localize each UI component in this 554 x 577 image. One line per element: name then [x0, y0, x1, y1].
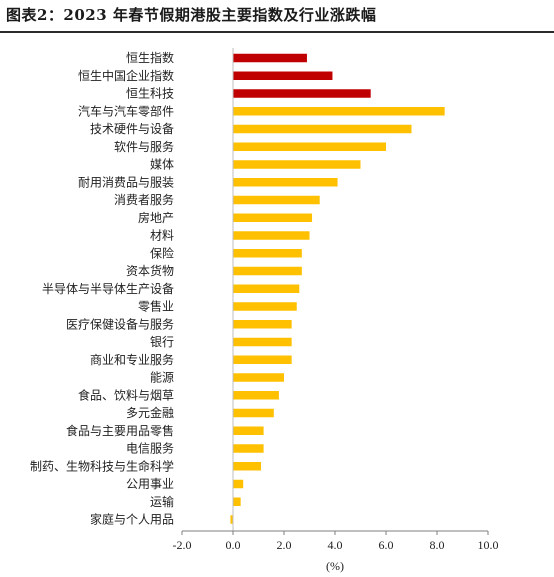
- category-label-4: 汽车与汽车零部件: [78, 103, 174, 118]
- bar-24: [233, 462, 262, 471]
- x-axis-unit-label: (%): [326, 559, 344, 573]
- bar-11: [233, 231, 310, 240]
- x-tick-label-1: -2.0: [173, 538, 192, 552]
- category-label-5: 技术硬件与设备: [90, 122, 174, 136]
- bar-18: [233, 355, 292, 364]
- category-label-9: 消费者服务: [114, 192, 174, 207]
- bar-21: [233, 408, 274, 418]
- category-label-25: 公用事业: [126, 477, 174, 491]
- bar-22: [233, 426, 264, 435]
- category-label-10: 房地产: [138, 210, 174, 225]
- bar-2: [233, 71, 333, 80]
- bar-8: [233, 178, 338, 187]
- bar-20: [233, 391, 279, 400]
- x-tick-label-7: 10.0: [478, 538, 499, 552]
- bar-10: [233, 213, 313, 222]
- bar-19: [233, 373, 284, 382]
- category-label-21: 多元金融: [126, 405, 174, 420]
- category-label-6: 软件与服务: [114, 139, 174, 154]
- category-label-1: 恒生指数: [126, 50, 174, 65]
- bar-14: [233, 284, 300, 293]
- category-label-24: 制药、生物科技与生命科学: [30, 458, 174, 473]
- bar-7: [233, 160, 361, 169]
- x-tick-label-5: 6.0: [379, 538, 394, 552]
- bar-23: [233, 444, 264, 453]
- bar-1: [233, 53, 307, 63]
- category-label-20: 食品、饮料与烟草: [78, 387, 174, 402]
- bar-25: [233, 479, 244, 489]
- bar-26: [233, 497, 241, 506]
- category-label-22: 食品与主要用品零售: [66, 423, 174, 438]
- bar-27: [230, 515, 233, 524]
- x-tick-label-3: 2.0: [277, 538, 292, 552]
- bar-9: [233, 195, 320, 205]
- category-label-7: 媒体: [150, 158, 174, 172]
- bar-16: [233, 320, 292, 329]
- title-rule: [0, 31, 554, 33]
- category-label-12: 保险: [150, 245, 174, 260]
- category-label-2: 恒生中国企业指数: [78, 68, 174, 83]
- x-tick-label-2: 0.0: [226, 538, 241, 552]
- category-label-13: 资本货物: [126, 263, 174, 278]
- bar-6: [233, 142, 386, 151]
- bar-3: [233, 89, 371, 98]
- bar-4: [233, 107, 445, 116]
- category-label-3: 恒生科技: [126, 87, 174, 101]
- x-tick-label-4: 4.0: [328, 538, 343, 552]
- bar-17: [233, 337, 292, 347]
- bar-5: [233, 124, 412, 134]
- x-tick-label-6: 8.0: [430, 538, 445, 552]
- category-label-26: 运输: [150, 494, 174, 509]
- page-title: 图表2：2023 年春节假期港股主要指数及行业涨跌幅: [6, 6, 377, 24]
- bar-13: [233, 266, 302, 276]
- bar-12: [233, 249, 302, 258]
- category-label-8: 耐用消费品与服装: [78, 175, 174, 189]
- category-label-17: 银行: [150, 335, 174, 349]
- category-label-23: 电信服务: [126, 441, 174, 456]
- category-label-18: 商业和专业服务: [90, 352, 174, 367]
- category-label-16: 医疗保健设备与服务: [66, 316, 174, 331]
- category-label-19: 能源: [150, 371, 174, 385]
- category-label-14: 半导体与半导体生产设备: [42, 282, 174, 296]
- category-label-11: 材料: [150, 229, 174, 243]
- category-label-27: 家庭与个人用品: [90, 512, 174, 527]
- bar-15: [233, 302, 297, 311]
- category-label-15: 零售业: [138, 299, 174, 314]
